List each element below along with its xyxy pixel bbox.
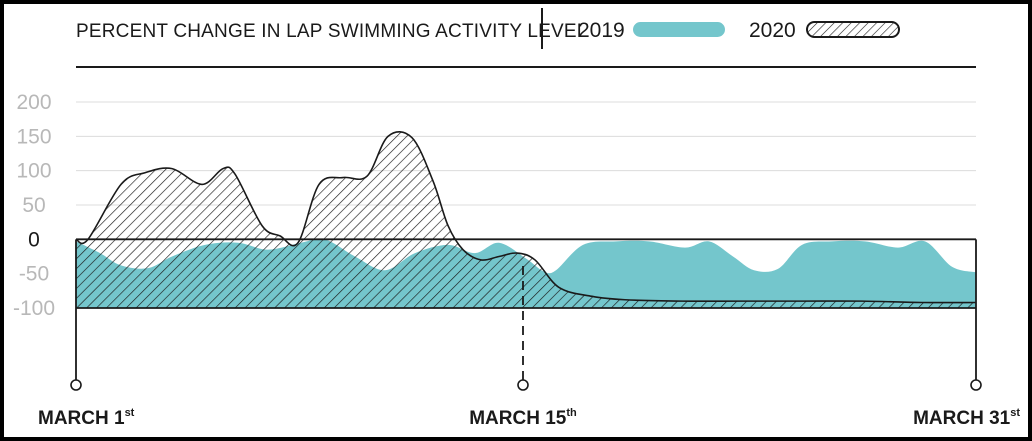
axis-end-dot: [70, 379, 82, 391]
axis-end-dot: [517, 379, 529, 391]
series-2020-line: [76, 131, 976, 304]
x-axis-label: MARCH 31st: [913, 407, 1020, 429]
y-tick-label: -50: [19, 263, 49, 286]
lap-swimming-chart: PERCENT CHANGE IN LAP SWIMMING ACTIVITY …: [13, 8, 1020, 429]
y-tick-label: 100: [16, 160, 51, 183]
y-axis-ticks: 200 150 100 50 0 -50 -100: [13, 91, 55, 320]
x-axis-labels: MARCH 1st MARCH 15th MARCH 31st: [38, 407, 1020, 429]
y-tick-label: 200: [16, 91, 51, 114]
legend-label-2020: 2020: [749, 19, 796, 42]
series-2020-area: [76, 131, 976, 308]
y-tick-label: -100: [13, 297, 55, 320]
x-axis-label: MARCH 15th: [469, 407, 577, 429]
legend-label-2019: 2019: [578, 19, 625, 42]
y-tick-label: 150: [16, 125, 51, 148]
plot-area: [76, 131, 976, 308]
x-axis-label: MARCH 1st: [38, 407, 135, 429]
legend-swatch-2020: [806, 21, 900, 38]
y-tick-label: 50: [22, 194, 45, 217]
chart-frame: PERCENT CHANGE IN LAP SWIMMING ACTIVITY …: [4, 4, 1028, 437]
chart-title: PERCENT CHANGE IN LAP SWIMMING ACTIVITY …: [76, 21, 588, 42]
axes: [70, 238, 982, 391]
axis-end-dot: [970, 379, 982, 391]
y-tick-label: 0: [28, 228, 40, 251]
legend-swatch-2019: [633, 22, 725, 37]
